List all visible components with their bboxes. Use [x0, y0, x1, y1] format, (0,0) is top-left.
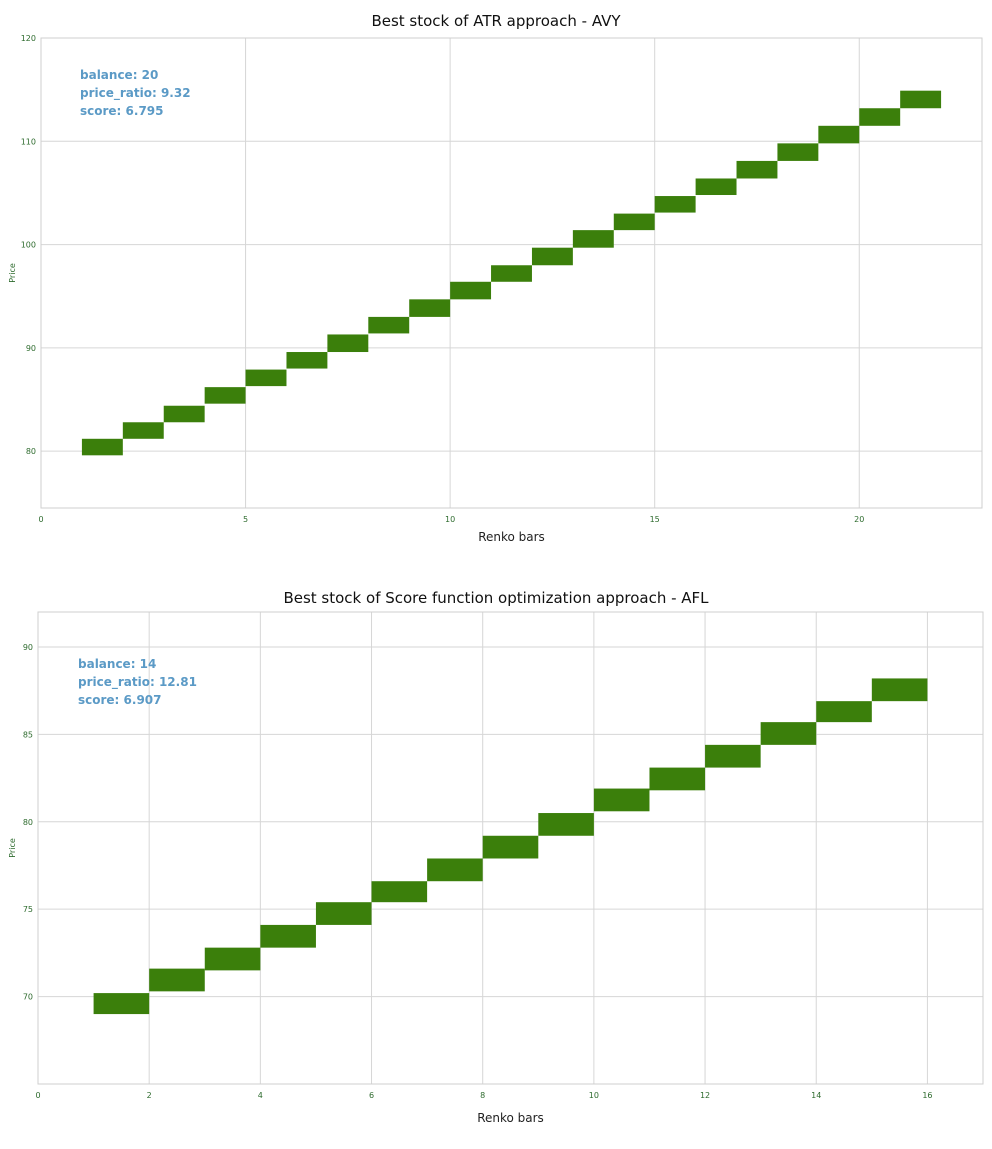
y-tick-label: 80	[23, 818, 33, 827]
y-axis-label: Price	[8, 263, 17, 283]
chart-title: Best stock of Score function optimizatio…	[283, 589, 709, 607]
y-tick-label: 100	[21, 241, 36, 250]
x-axis-label: Renko bars	[477, 1111, 544, 1125]
annotation-line: price_ratio: 9.32	[80, 86, 191, 101]
renko-chart-avy: 80 90 100 110 120 0 5 10 15 20 Price Renko bars bala…	[8, 34, 983, 544]
plot-frame	[37, 611, 984, 1085]
renko-brick	[260, 924, 316, 948]
x-tick-label: 0	[38, 515, 43, 524]
renko-brick	[695, 178, 737, 196]
renko-brick	[859, 108, 901, 126]
y-axis-label: Price	[8, 838, 17, 858]
renko-brick	[816, 701, 872, 723]
renko-brick	[777, 143, 819, 161]
annotation-line: score: 6.795	[80, 104, 164, 118]
renko-brick	[649, 767, 706, 791]
renko-brick	[93, 993, 150, 1015]
y-tick-label: 80	[26, 447, 36, 456]
y-tick-label: 90	[23, 643, 33, 652]
renko-brick	[760, 722, 817, 745]
renko-brick	[427, 858, 483, 882]
x-tick-label: 10	[589, 1091, 599, 1100]
renko-brick	[368, 316, 410, 334]
x-tick-label: 15	[650, 515, 660, 524]
y-tick-label: 70	[23, 993, 33, 1002]
plot-frame	[40, 37, 983, 509]
renko-brick	[149, 968, 205, 992]
renko-brick	[163, 405, 205, 423]
x-tick-label: 5	[243, 515, 248, 524]
annotation-line: score: 6.907	[78, 693, 162, 707]
renko-brick	[654, 196, 696, 213]
x-tick-label: 20	[854, 515, 864, 524]
x-tick-label: 6	[369, 1091, 374, 1100]
renko-chart-afl: 70 75 80 85 90 0 2 4 6 8 10 12 14 16 Price Renko bars ba…	[8, 611, 984, 1125]
renko-brick	[327, 334, 369, 353]
x-tick-label: 12	[700, 1091, 710, 1100]
renko-brick	[204, 947, 261, 971]
renko-brick	[81, 438, 123, 456]
renko-brick	[705, 744, 761, 768]
y-tick-label: 75	[23, 905, 33, 914]
x-axis-label: Renko bars	[478, 530, 545, 544]
y-tick-label: 120	[21, 34, 36, 43]
renko-brick	[204, 387, 246, 404]
annotation-line: balance: 14	[78, 657, 156, 671]
renko-brick	[900, 90, 942, 109]
x-tick-label: 10	[445, 515, 455, 524]
x-tick-label: 16	[922, 1091, 932, 1100]
annotation-line: balance: 20	[80, 68, 158, 82]
renko-brick	[286, 352, 328, 369]
y-tick-label: 90	[26, 344, 36, 353]
renko-brick	[818, 125, 860, 144]
renko-brick	[409, 299, 451, 317]
y-tick-label: 85	[23, 730, 33, 739]
y-tick-label: 110	[21, 137, 36, 146]
chart-panel-afl: Best stock of Score function optimizatio…	[0, 580, 992, 1149]
renko-brick	[245, 369, 287, 387]
annotation-line: price_ratio: 12.81	[78, 675, 197, 690]
x-tick-label: 14	[811, 1091, 821, 1100]
renko-brick	[871, 678, 928, 702]
renko-brick	[371, 881, 428, 903]
renko-brick	[538, 813, 594, 836]
renko-brick	[613, 213, 655, 231]
renko-brick	[482, 835, 539, 859]
chart-panel-avy: Best stock of ATR approach - AVY 80 90 100…	[0, 0, 992, 560]
x-tick-label: 2	[147, 1091, 152, 1100]
renko-brick	[531, 247, 573, 266]
x-tick-label: 4	[258, 1091, 263, 1100]
x-tick-label: 8	[480, 1091, 485, 1100]
renko-brick	[315, 902, 372, 925]
renko-brick	[736, 160, 778, 179]
renko-brick	[122, 422, 164, 439]
chart-title: Best stock of ATR approach - AVY	[371, 12, 621, 30]
renko-brick	[572, 230, 614, 248]
x-tick-label: 0	[35, 1091, 40, 1100]
renko-brick	[450, 281, 492, 300]
renko-brick	[593, 788, 650, 812]
renko-brick	[491, 265, 532, 282]
